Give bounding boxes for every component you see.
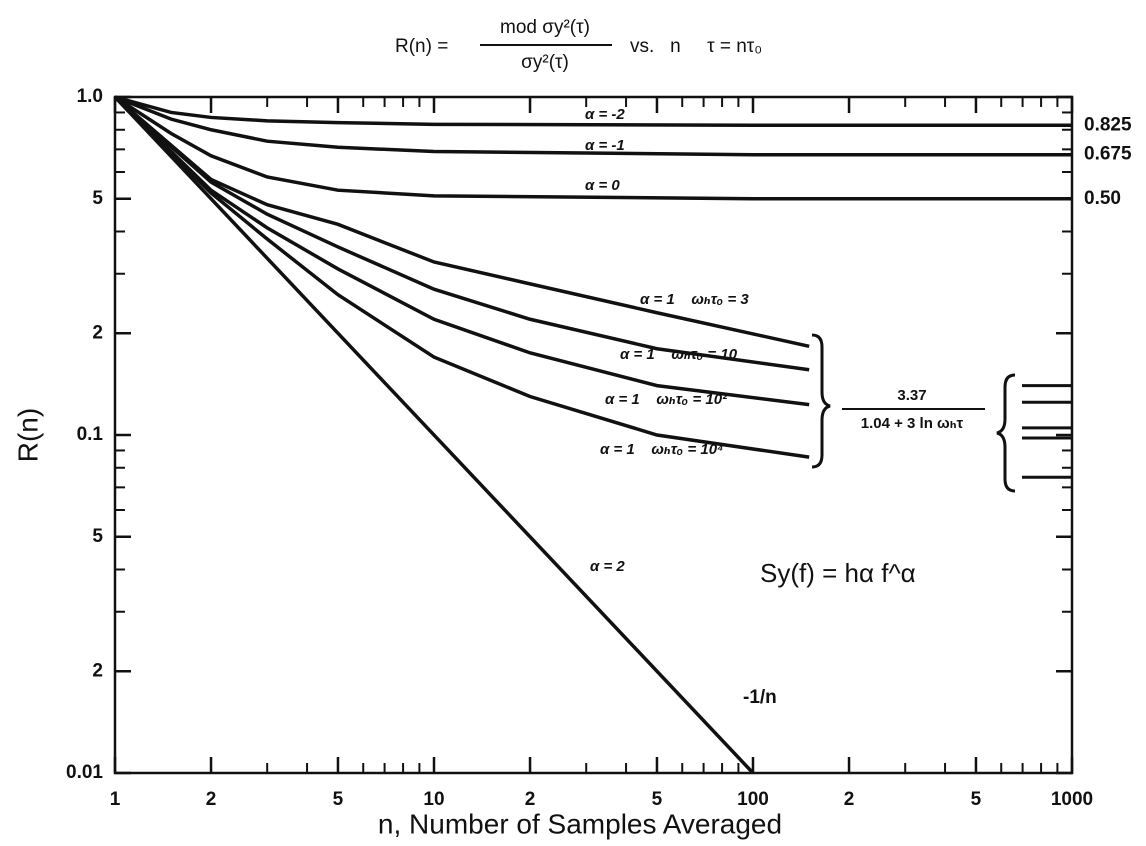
x-tick-label: 5 <box>652 789 663 810</box>
series-label: α = 1 ωₕτₒ = 10⁴ <box>600 441 723 458</box>
y-tick-label: 1.0 <box>77 86 103 107</box>
title-rhs: vs. n τ = nτ₀ <box>630 36 762 57</box>
x-tick-label: 2 <box>844 789 855 810</box>
series-line <box>113 95 810 349</box>
end-label: 0.825 <box>1084 114 1132 135</box>
series-line <box>113 95 755 775</box>
series-label: α = -1 <box>585 137 625 154</box>
series-line <box>114 95 1072 157</box>
brace <box>996 373 1016 493</box>
y-tick-label: 2 <box>92 660 103 681</box>
series-label: α = 2 <box>590 558 625 575</box>
formula-denominator: 1.04 + 3 ln ωₕτ <box>861 415 964 432</box>
x-tick-label: 5 <box>333 789 344 810</box>
title-lhs: R(n) = <box>395 36 448 57</box>
y-tick-label: 0.1 <box>77 424 104 445</box>
x-tick-label: 100 <box>737 789 769 810</box>
end-label: -1/n <box>743 687 777 708</box>
y-tick-label: 5 <box>92 526 103 547</box>
series-label: α = 1 ωₕτₒ = 10² <box>605 391 728 408</box>
x-tick-label: 5 <box>971 789 982 810</box>
y-tick-label: 0.01 <box>66 762 103 783</box>
end-label: 0.50 <box>1084 188 1121 209</box>
end-label: 0.675 <box>1084 144 1132 165</box>
series-label: α = 1 ωₕτₒ = 3 <box>640 291 749 308</box>
title-denominator: σy²(τ) <box>521 52 569 73</box>
spectrum-label: Sy(f) = hα f^α <box>760 558 916 588</box>
series-line <box>114 95 1072 127</box>
x-tick-label: 1000 <box>1051 789 1093 810</box>
title-numerator: mod σy²(τ) <box>500 17 590 38</box>
series-line <box>114 95 1072 201</box>
x-tick-label: 2 <box>206 789 217 810</box>
formula-numerator: 3.37 <box>897 387 926 404</box>
y-axis-label: R(n) <box>12 408 43 462</box>
y-tick-label: 5 <box>92 188 103 209</box>
series-line <box>113 95 810 407</box>
x-axis-label: n, Number of Samples Averaged <box>378 808 782 839</box>
series-label: α = 1 ωₕτₒ = 10 <box>620 346 738 363</box>
brace <box>811 333 831 469</box>
series-label: α = -2 <box>585 106 625 123</box>
series-line <box>113 95 810 459</box>
x-tick-label: 10 <box>423 789 444 810</box>
x-tick-label: 1 <box>110 789 121 810</box>
series-label: α = 0 <box>585 177 620 194</box>
y-tick-label: 2 <box>92 322 103 343</box>
series-line <box>113 95 810 372</box>
x-tick-label: 2 <box>525 789 536 810</box>
